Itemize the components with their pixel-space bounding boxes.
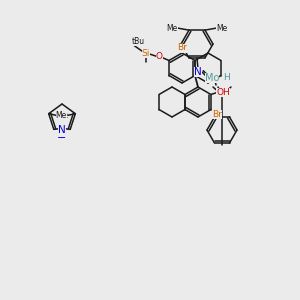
Text: −: − — [57, 133, 67, 143]
Text: Me: Me — [167, 24, 178, 33]
Text: O: O — [155, 52, 163, 61]
Text: tBu: tBu — [132, 37, 145, 46]
Text: Me: Me — [216, 24, 228, 33]
Text: Mo: Mo — [205, 73, 219, 83]
Text: N: N — [194, 67, 202, 77]
Text: N: N — [58, 125, 66, 135]
Text: Me: Me — [57, 111, 68, 120]
Text: H: H — [223, 73, 230, 82]
Text: OH: OH — [216, 88, 230, 97]
Text: Br: Br — [212, 110, 222, 119]
Text: Si: Si — [142, 49, 150, 58]
Text: Br: Br — [177, 44, 187, 52]
Text: Me: Me — [56, 111, 67, 120]
